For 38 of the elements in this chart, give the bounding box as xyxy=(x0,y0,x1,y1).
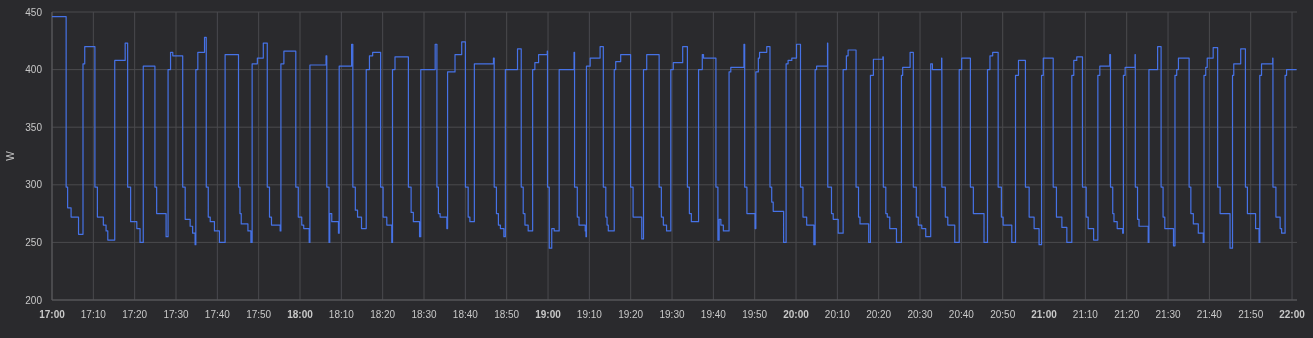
x-tick-label: 21:50 xyxy=(1238,309,1264,320)
y-tick-label: 250 xyxy=(25,236,43,248)
x-tick-label: 20:20 xyxy=(866,309,892,320)
x-tick-label: 20:40 xyxy=(948,309,975,320)
y-tick-label: 450 xyxy=(25,6,43,18)
x-tick-label: 17:20 xyxy=(122,309,148,320)
x-tick-label: 18:30 xyxy=(411,309,437,320)
x-tick-label: 19:20 xyxy=(618,309,644,320)
x-tick-label: 19:50 xyxy=(742,309,768,320)
x-tick-label: 18:10 xyxy=(328,309,355,320)
x-tick-label: 21:20 xyxy=(1114,309,1140,320)
x-tick-label: 21:30 xyxy=(1155,309,1181,320)
y-tick-label: 400 xyxy=(25,64,43,76)
x-tick-label: 20:10 xyxy=(824,309,851,320)
x-tick-label: 18:00 xyxy=(287,309,314,320)
x-tick-label: 22:00 xyxy=(1279,309,1306,320)
y-tick-label: 200 xyxy=(25,294,43,306)
x-tick-label: 20:30 xyxy=(907,309,933,320)
x-tick-label: 17:40 xyxy=(204,309,231,320)
x-tick-label: 19:40 xyxy=(700,309,727,320)
x-tick-label: 19:00 xyxy=(535,309,562,320)
x-tick-label: 17:50 xyxy=(246,309,272,320)
y-tick-label: 300 xyxy=(25,179,43,191)
x-tick-label: 17:00 xyxy=(39,309,66,320)
y-tick-label: 350 xyxy=(25,121,43,133)
x-tick-label: 18:50 xyxy=(494,309,520,320)
x-tick-label: 17:10 xyxy=(80,309,107,320)
x-tick-label: 21:40 xyxy=(1196,309,1223,320)
x-tick-label: 18:20 xyxy=(370,309,396,320)
x-tick-label: 20:00 xyxy=(783,309,810,320)
x-tick-label: 20:50 xyxy=(990,309,1016,320)
y-axis-title: W xyxy=(5,150,16,161)
x-tick-label: 21:00 xyxy=(1031,309,1058,320)
x-tick-label: 19:10 xyxy=(576,309,603,320)
x-tick-label: 21:10 xyxy=(1072,309,1099,320)
x-tick-label: 19:30 xyxy=(659,309,685,320)
x-tick-label: 18:40 xyxy=(452,309,479,320)
x-tick-label: 17:30 xyxy=(163,309,189,320)
